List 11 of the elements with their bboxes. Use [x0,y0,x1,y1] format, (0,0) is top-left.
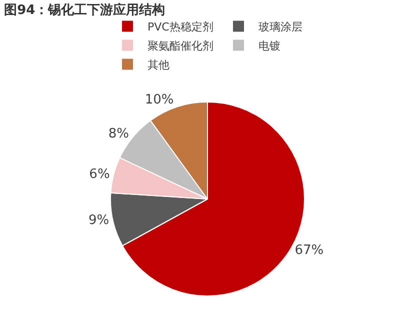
legend-label: 聚氨酯催化剂 [148,40,214,53]
legend-label: 玻璃涂层 [258,20,302,34]
chart-title: 图94：锡化工下游应用结构 [4,2,166,18]
data-label: 8% [108,126,130,142]
legend-label: 电镀 [258,40,280,53]
legend-label: 其他 [148,58,170,72]
data-label: 10% [144,92,174,108]
data-label: 67% [294,242,324,258]
data-label: 9% [88,213,110,228]
data-label: 6% [89,166,110,182]
legend-label: PVC热稳定剂 [148,20,214,34]
